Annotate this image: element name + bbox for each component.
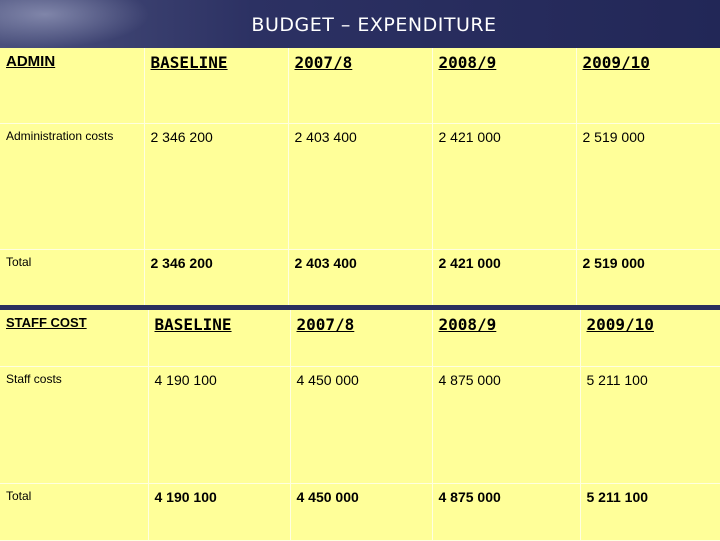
- column-header: BASELINE: [144, 48, 289, 124]
- table-cell: 5 211 100: [580, 366, 720, 484]
- table-row: Staff costs 4 190 100 4 450 000 4 875 00…: [0, 366, 720, 484]
- column-header: BASELINE: [148, 310, 291, 367]
- admin-budget-table: ADMIN BASELINE 2007/8 2008/9 2009/10 Adm…: [0, 48, 720, 307]
- column-header: 2007/8: [290, 310, 433, 367]
- table-cell: 2 346 200: [144, 249, 289, 307]
- header-decoration: [0, 0, 150, 48]
- table-cell: 2 519 000: [576, 249, 720, 307]
- slide-title: BUDGET – EXPENDITURE: [251, 14, 497, 36]
- table-separator: [0, 305, 720, 311]
- table-cell: 4 875 000: [432, 366, 581, 484]
- table-cell: 2 519 000: [576, 123, 720, 250]
- table-cell: 4 190 100: [148, 366, 291, 484]
- column-header: 2008/9: [432, 310, 581, 367]
- table-cell: 2 421 000: [432, 249, 577, 307]
- row-label: Staff costs: [0, 366, 149, 484]
- table-cell: 2 421 000: [432, 123, 577, 250]
- table-cell: 2 346 200: [144, 123, 289, 250]
- column-header: STAFF COST: [0, 310, 149, 367]
- table-cell: 4 875 000: [432, 483, 581, 541]
- column-header: 2007/8: [288, 48, 433, 124]
- staff-cost-table: STAFF COST BASELINE 2007/8 2008/9 2009/1…: [0, 310, 720, 541]
- slide-header: [0, 0, 720, 48]
- table-total-row: Total 4 190 100 4 450 000 4 875 000 5 21…: [0, 483, 720, 541]
- column-header: 2009/10: [580, 310, 720, 367]
- table-cell: 2 403 400: [288, 123, 433, 250]
- row-label: Total: [0, 249, 145, 307]
- table-cell: 4 450 000: [290, 483, 433, 541]
- table-header-row: ADMIN BASELINE 2007/8 2008/9 2009/10: [0, 48, 720, 124]
- table-total-row: Total 2 346 200 2 403 400 2 421 000 2 51…: [0, 249, 720, 307]
- row-label: Total: [0, 483, 149, 541]
- table-cell: 5 211 100: [580, 483, 720, 541]
- table-cell: 2 403 400: [288, 249, 433, 307]
- column-header: ADMIN: [0, 48, 145, 124]
- table-cell: 4 450 000: [290, 366, 433, 484]
- column-header: 2009/10: [576, 48, 720, 124]
- column-header: 2008/9: [432, 48, 577, 124]
- table-row: Administration costs 2 346 200 2 403 400…: [0, 123, 720, 250]
- table-cell: 4 190 100: [148, 483, 291, 541]
- row-label: Administration costs: [0, 123, 145, 250]
- table-header-row: STAFF COST BASELINE 2007/8 2008/9 2009/1…: [0, 310, 720, 367]
